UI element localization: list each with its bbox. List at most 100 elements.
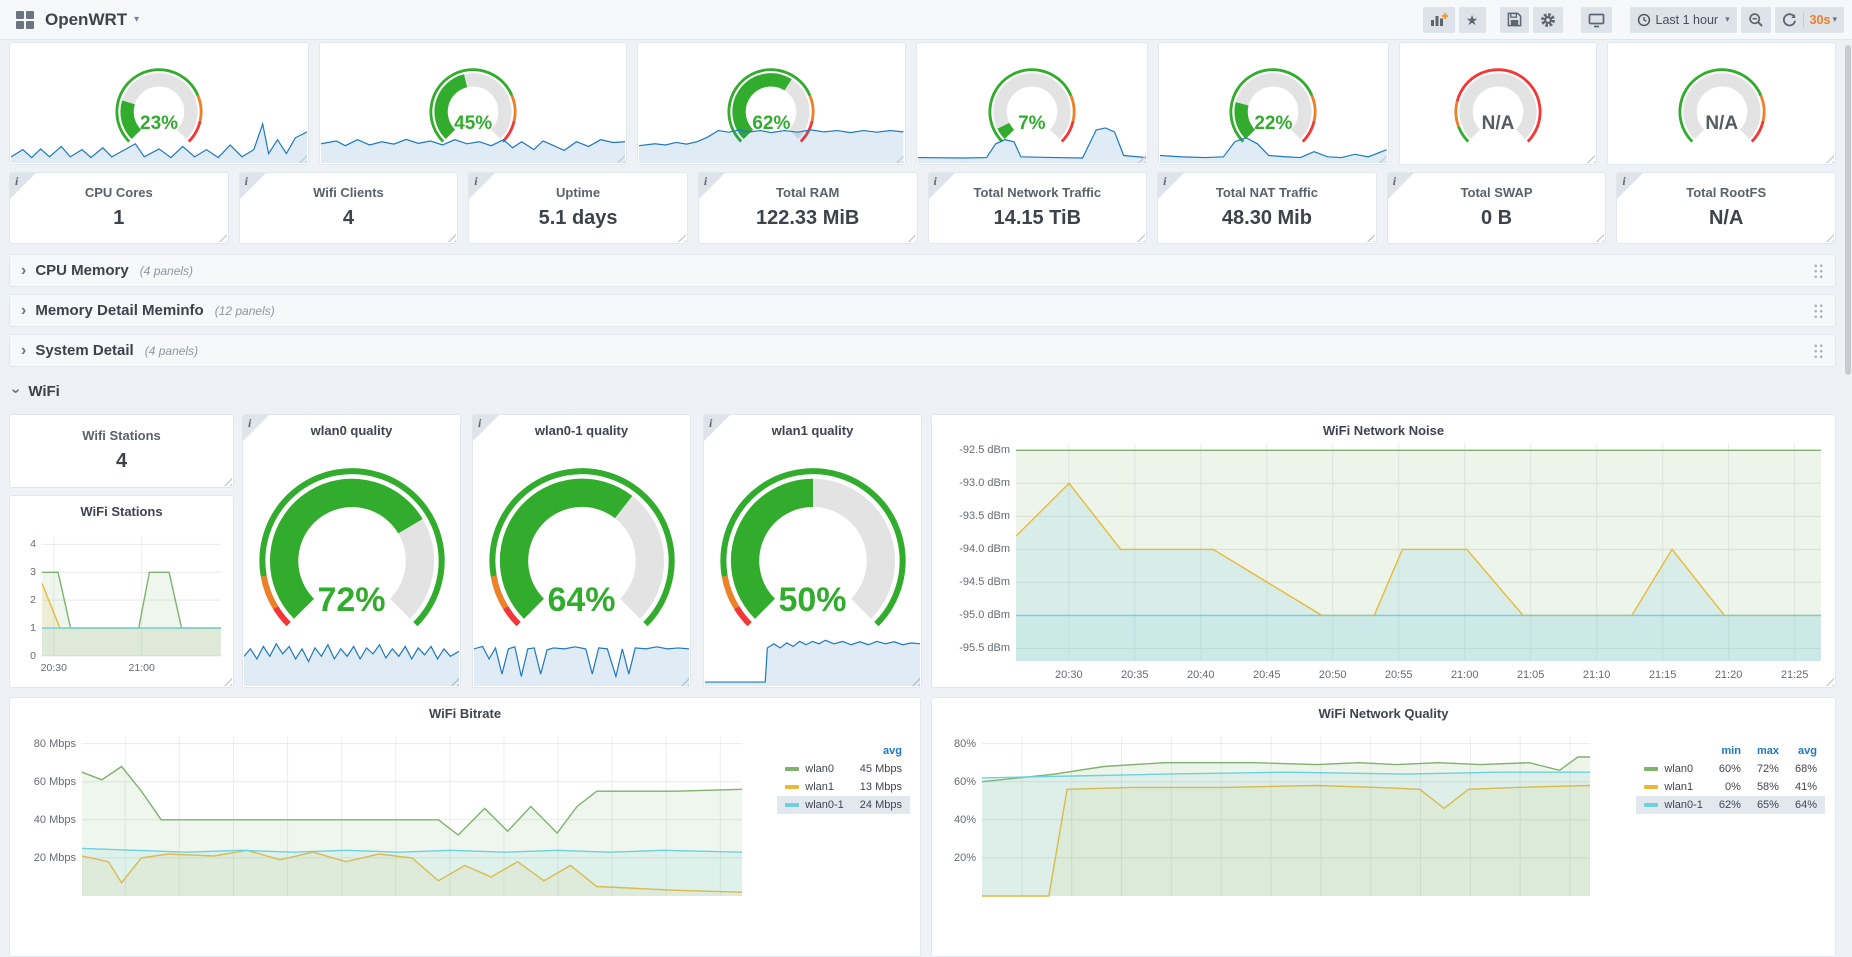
legend-col-header[interactable]: avg bbox=[883, 745, 902, 757]
legend-series-name[interactable]: wlan1 bbox=[1636, 778, 1711, 796]
scrollbar-thumb[interactable] bbox=[1845, 45, 1851, 375]
info-corner-icon[interactable]: i bbox=[1617, 173, 1644, 199]
series-line-wlan0 bbox=[42, 571, 221, 629]
series-line-wlan0-1 bbox=[981, 771, 1590, 779]
legend-row-wlan0-1[interactable]: wlan0-1 24 Mbps bbox=[777, 796, 910, 814]
info-corner-icon[interactable]: i bbox=[239, 173, 266, 199]
chevron-down-icon[interactable]: ▾ bbox=[134, 14, 140, 25]
legend-series-name[interactable]: wlan0 bbox=[1636, 760, 1711, 778]
wlan1-quality-gauge-panel: i wlan1 quality 50% bbox=[703, 414, 922, 688]
resize-handle[interactable] bbox=[297, 153, 308, 163]
info-corner-icon[interactable]: i bbox=[698, 173, 725, 199]
gauge-value: 7% bbox=[1018, 113, 1046, 134]
resize-handle[interactable] bbox=[1135, 232, 1146, 242]
sparkline bbox=[917, 119, 1147, 163]
y-tick-label: -92.5 dBm bbox=[959, 444, 1010, 457]
scrollbar[interactable] bbox=[1844, 41, 1852, 887]
legend-col-header[interactable]: max bbox=[1756, 745, 1779, 757]
info-corner-icon[interactable]: i bbox=[1387, 173, 1414, 199]
panel-title[interactable]: wlan0 quality bbox=[310, 423, 393, 438]
resize-handle[interactable] bbox=[1824, 232, 1834, 242]
chart-title[interactable]: WiFi Bitrate bbox=[428, 706, 502, 721]
chart-title[interactable]: WiFi Network Noise bbox=[1322, 423, 1445, 438]
resize-handle[interactable] bbox=[910, 676, 920, 686]
chart-plot-area[interactable]: 4 3 2 1 0 20:30 21:00 bbox=[18, 536, 221, 681]
dashboard-title[interactable]: OpenWRT bbox=[45, 9, 128, 29]
dashboard-row-collapsed[interactable]: › Memory Detail Meminfo (12 panels) bbox=[9, 294, 1836, 327]
stat-value: 5.1 days bbox=[538, 207, 618, 229]
legend-row-wlan0[interactable]: wlan0 60% 72% 68% bbox=[1636, 760, 1825, 778]
resize-handle[interactable] bbox=[1364, 232, 1375, 242]
legend-col-header[interactable]: avg bbox=[1798, 745, 1817, 757]
info-corner-icon[interactable]: i bbox=[1158, 173, 1185, 199]
x-tick-label: 20:30 bbox=[1055, 669, 1083, 681]
legend-series-name[interactable]: wlan0-1 bbox=[777, 796, 852, 814]
info-corner-icon[interactable]: i bbox=[473, 415, 499, 441]
resize-handle[interactable] bbox=[216, 232, 227, 242]
bottom-charts-row: WiFi Bitrate 80 Mbps 60 Mbps 40 Mbps 20 Mbp… bbox=[9, 697, 1836, 957]
time-range-picker[interactable]: Last 1 hour ▾ bbox=[1629, 6, 1737, 33]
resize-handle[interactable] bbox=[1594, 232, 1605, 242]
resize-handle[interactable] bbox=[222, 676, 232, 686]
resize-handle[interactable] bbox=[905, 232, 916, 242]
chart-title[interactable]: WiFi Network Quality bbox=[1318, 706, 1449, 721]
dashboard-picker-icon[interactable] bbox=[16, 10, 34, 29]
legend-row-wlan1[interactable]: wlan1 0% 58% 41% bbox=[1636, 778, 1825, 796]
resize-handle[interactable] bbox=[446, 232, 457, 242]
resize-handle[interactable] bbox=[679, 676, 689, 686]
info-corner-icon[interactable]: i bbox=[243, 415, 269, 441]
y-tick-label: -95.0 dBm bbox=[959, 609, 1010, 622]
chart-plot-area[interactable]: -92.5 dBm -93.0 dBm -93.5 dBm -94.0 dBm -94.… bbox=[944, 443, 1821, 683]
resize-handle[interactable] bbox=[1824, 676, 1834, 686]
refresh-button-group[interactable]: 30s ▾ bbox=[1774, 6, 1844, 33]
wifi-row-header[interactable]: › WiFi bbox=[8, 374, 1836, 408]
drag-handle-icon[interactable] bbox=[1813, 343, 1824, 358]
refresh-icon bbox=[1782, 13, 1796, 27]
gauge-panel: N/A bbox=[1607, 42, 1836, 165]
resize-handle[interactable] bbox=[1585, 153, 1596, 163]
resize-handle[interactable] bbox=[675, 232, 686, 242]
drag-handle-icon[interactable] bbox=[1813, 263, 1824, 278]
divider bbox=[1802, 11, 1804, 28]
wifi-row-title: WiFi bbox=[28, 382, 60, 400]
resize-handle[interactable] bbox=[893, 153, 904, 163]
legend-row-wlan0-1[interactable]: wlan0-1 62% 65% 64% bbox=[1636, 796, 1825, 814]
resize-handle[interactable] bbox=[1136, 153, 1147, 163]
stat-value: 0 B bbox=[1481, 207, 1513, 229]
legend-series-name[interactable]: wlan1 bbox=[777, 778, 852, 796]
y-tick-label: -93.5 dBm bbox=[959, 510, 1010, 523]
info-corner-icon[interactable]: i bbox=[469, 173, 496, 199]
save-button[interactable] bbox=[1499, 6, 1529, 33]
resize-handle[interactable] bbox=[1376, 153, 1387, 163]
resize-handle[interactable] bbox=[222, 476, 232, 486]
y-tick-label: 40 Mbps bbox=[33, 813, 76, 826]
add-panel-button[interactable] bbox=[1422, 6, 1455, 33]
gauge-value: 64% bbox=[547, 581, 616, 619]
resize-handle[interactable] bbox=[615, 153, 626, 163]
legend-row-wlan1[interactable]: wlan1 13 Mbps bbox=[777, 778, 910, 796]
legend-series-name[interactable]: wlan0-1 bbox=[1636, 796, 1711, 814]
legend-row-wlan0[interactable]: wlan0 45 Mbps bbox=[777, 760, 910, 778]
info-corner-icon[interactable]: i bbox=[10, 173, 36, 199]
settings-button[interactable] bbox=[1532, 6, 1563, 33]
resize-handle[interactable] bbox=[1823, 153, 1834, 163]
navbar: OpenWRT ▾ ★ bbox=[0, 0, 1852, 40]
chart-title[interactable]: WiFi Stations bbox=[80, 504, 163, 519]
resize-handle[interactable] bbox=[449, 676, 459, 686]
panel-title[interactable]: wlan1 quality bbox=[771, 423, 854, 438]
legend-col-header[interactable]: min bbox=[1721, 745, 1741, 757]
info-corner-icon[interactable]: i bbox=[704, 415, 730, 441]
drag-handle-icon[interactable] bbox=[1813, 303, 1824, 318]
panel-title[interactable]: wlan0-1 quality bbox=[534, 423, 629, 438]
dashboard-row-collapsed[interactable]: › System Detail (4 panels) bbox=[9, 334, 1836, 367]
info-corner-icon[interactable]: i bbox=[928, 173, 955, 199]
chart-plot-area[interactable]: 80 Mbps 60 Mbps 40 Mbps 20 Mbps bbox=[20, 736, 743, 956]
dashboard-row-collapsed[interactable]: › CPU Memory (4 panels) bbox=[9, 254, 1836, 287]
legend-value: 60% bbox=[1718, 763, 1741, 775]
stat-label: Wifi Stations bbox=[82, 428, 161, 443]
star-button[interactable]: ★ bbox=[1458, 6, 1486, 33]
zoom-out-button[interactable] bbox=[1740, 6, 1771, 33]
legend-series-name[interactable]: wlan0 bbox=[777, 760, 852, 778]
chart-plot-area[interactable]: 80% 60% 40% 20% bbox=[942, 736, 1591, 956]
tv-mode-button[interactable] bbox=[1580, 6, 1612, 33]
